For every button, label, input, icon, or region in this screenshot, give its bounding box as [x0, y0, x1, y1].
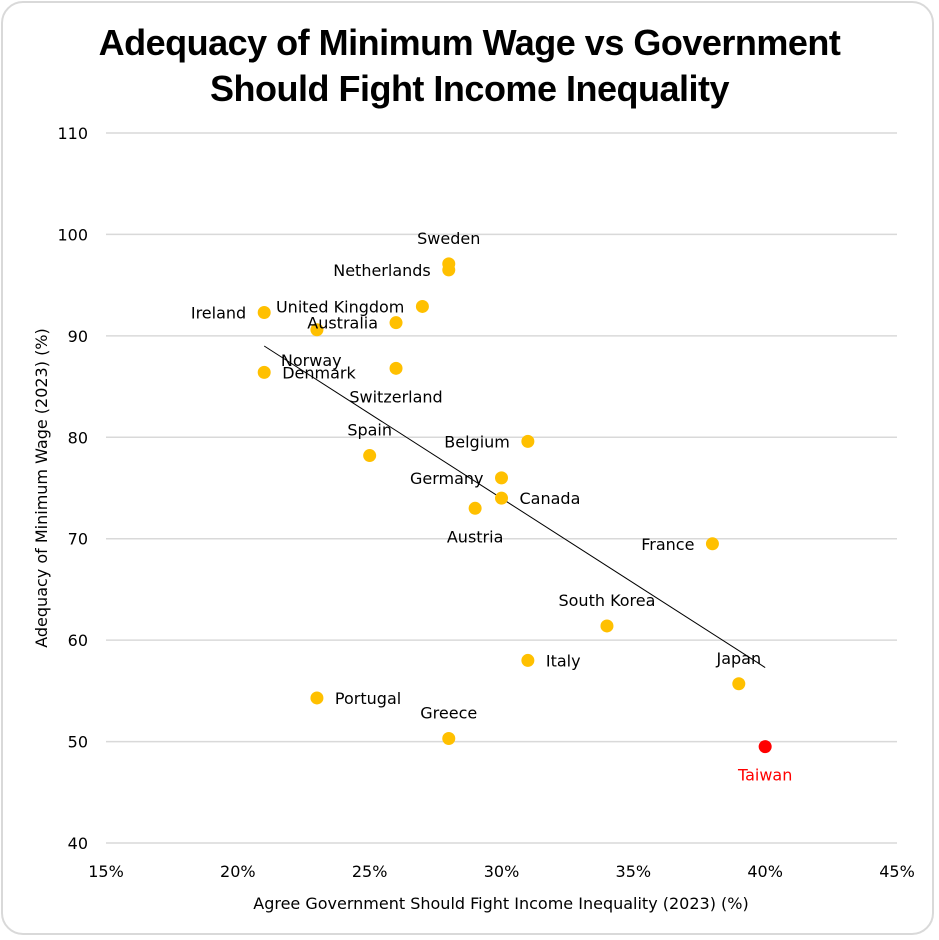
- chart-title-line-1: Adequacy of Minimum Wage vs Government: [98, 22, 841, 63]
- gridlines: [106, 132, 897, 844]
- data-label: Japan: [715, 649, 761, 668]
- trendline-group: [263, 345, 766, 668]
- data-point-canada: [495, 491, 508, 505]
- y-tick-label: 50: [68, 733, 88, 752]
- data-point-united-kingdom: [415, 299, 429, 313]
- data-label: Canada: [520, 489, 581, 508]
- data-point-norway: [310, 323, 324, 337]
- data-label: South Korea: [558, 591, 655, 610]
- chart-title: Adequacy of Minimum Wage vs Government S…: [0, 20, 939, 112]
- x-tick-label: 15%: [88, 862, 124, 881]
- data-label: France: [641, 535, 694, 554]
- y-tick-label: 60: [68, 631, 88, 650]
- data-label: Austria: [447, 527, 504, 546]
- y-tick-label: 80: [68, 428, 88, 447]
- chart-title-line-2: Should Fight Income Inequality: [209, 68, 730, 109]
- data-label: Spain: [347, 421, 392, 440]
- data-label: Sweden: [417, 229, 480, 248]
- data-label: Netherlands: [333, 261, 431, 280]
- data-label: Portugal: [335, 689, 401, 708]
- x-tick-label: 40%: [747, 862, 783, 881]
- data-label: Switzerland: [349, 387, 442, 406]
- data-point-france: [705, 537, 719, 551]
- data-point-portugal: [310, 691, 324, 705]
- x-axis-ticks: 15% 20% 25% 30% 35% 40% 45%: [88, 862, 915, 881]
- y-tick-label: 90: [68, 327, 88, 346]
- y-tick-label: 100: [57, 225, 88, 244]
- data-label: Belgium: [444, 432, 510, 451]
- y-tick-label: 40: [68, 834, 88, 853]
- data-point-south-korea: [600, 619, 614, 633]
- trendline: [263, 345, 766, 668]
- data-point-italy: [521, 653, 535, 667]
- data-point-austria: [468, 501, 482, 515]
- data-point-spain: [363, 449, 377, 463]
- x-tick-label: 25%: [352, 862, 388, 881]
- data-point-japan: [732, 677, 746, 691]
- data-points: [257, 257, 772, 754]
- y-axis-title: Adequacy of Minimum Wage (2023) (%): [32, 328, 51, 648]
- y-tick-label: 70: [68, 530, 88, 549]
- data-label: Taiwan: [737, 766, 792, 785]
- x-tick-label: 30%: [484, 862, 520, 881]
- data-point-denmark: [257, 365, 271, 379]
- data-label: United Kingdom: [276, 297, 404, 316]
- data-point-switzerland: [389, 361, 403, 375]
- data-label: Denmark: [282, 363, 356, 382]
- x-axis-title: Agree Government Should Fight Income Ine…: [253, 894, 748, 913]
- x-tick-label: 45%: [879, 862, 915, 881]
- data-point-greece: [442, 732, 456, 746]
- data-point-australia: [389, 316, 403, 330]
- data-label: Greece: [420, 704, 477, 723]
- x-tick-label: 20%: [220, 862, 256, 881]
- data-point-ireland: [257, 306, 271, 320]
- data-label: Norway: [281, 351, 342, 370]
- data-label: Ireland: [191, 304, 246, 323]
- data-point-belgium: [521, 434, 535, 448]
- data-label: Germany: [410, 469, 484, 488]
- data-point-netherlands: [442, 263, 456, 277]
- y-axis-ticks: 40 50 60 70 80 90 100 110: [57, 124, 88, 853]
- y-tick-label: 110: [57, 124, 88, 143]
- data-label: Australia: [307, 314, 378, 333]
- data-point-germany: [495, 471, 508, 485]
- data-label: Italy: [546, 651, 581, 670]
- x-tick-label: 35%: [616, 862, 652, 881]
- data-point-taiwan: [758, 740, 772, 754]
